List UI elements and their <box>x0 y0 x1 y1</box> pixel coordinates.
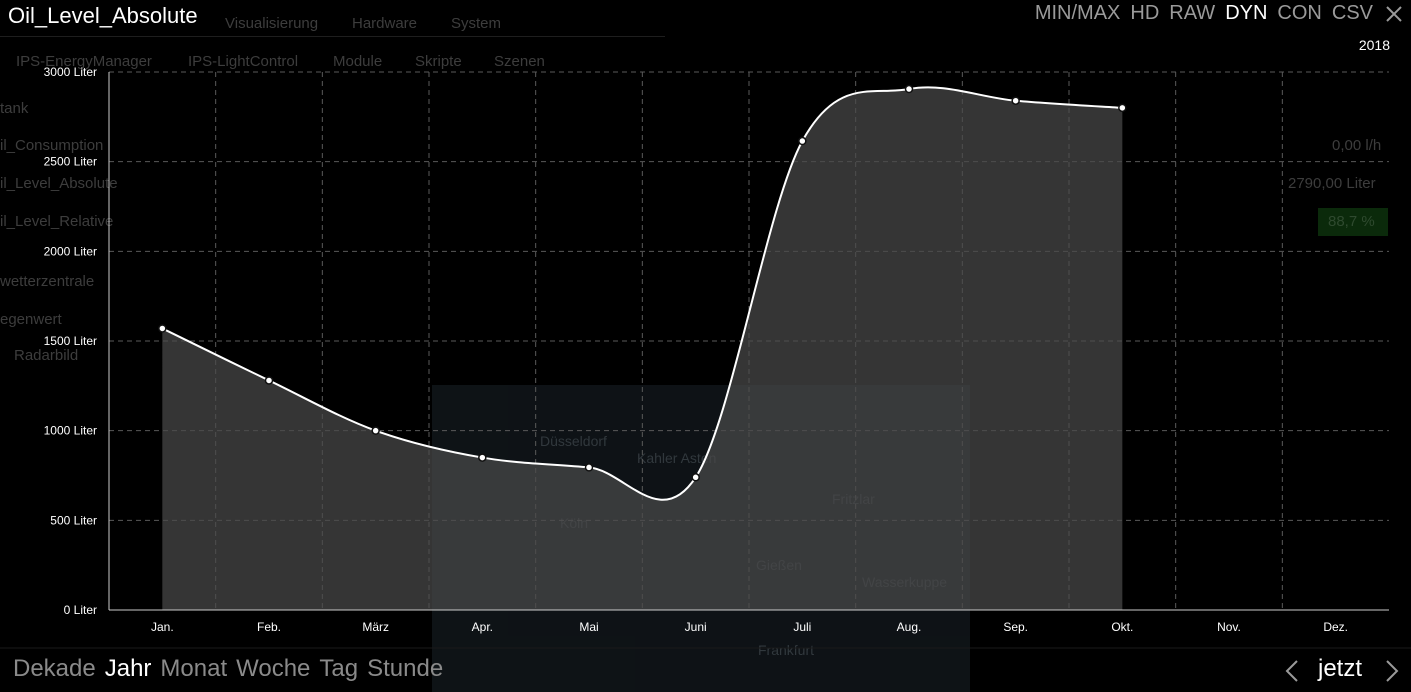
view-mode-minmax[interactable]: MIN/MAX <box>1034 2 1121 24</box>
series-area <box>162 87 1123 610</box>
x-tick-label: Feb. <box>257 620 281 634</box>
view-mode-con[interactable]: CON <box>1277 2 1322 24</box>
range-decade[interactable]: Dekade <box>13 655 96 682</box>
x-tick-label: März <box>362 620 389 634</box>
x-tick-label: Mai <box>579 620 598 634</box>
x-tick-label: Okt. <box>1111 620 1133 634</box>
x-tick-label: Jan. <box>151 620 174 634</box>
y-tick-label: 1500 Liter <box>44 334 97 348</box>
time-range-nav: Dekade Jahr Monat Woche Tag Stunde <box>13 655 443 683</box>
data-point <box>264 376 274 385</box>
view-mode-raw[interactable]: RAW <box>1169 2 1216 24</box>
period-label: 2018 <box>1358 37 1390 53</box>
chevron-left-icon[interactable] <box>1283 658 1301 684</box>
view-mode-hd[interactable]: HD <box>1130 2 1160 24</box>
range-year[interactable]: Jahr <box>104 655 152 682</box>
y-tick-label: 2500 Liter <box>44 155 97 169</box>
y-tick-label: 500 Liter <box>50 513 97 527</box>
series-line <box>161 86 1123 501</box>
view-mode-dyn[interactable]: DYN <box>1225 2 1268 24</box>
y-tick-label: 1000 Liter <box>44 424 97 438</box>
data-point <box>691 473 700 482</box>
x-tick-label: Aug. <box>897 620 922 634</box>
x-tick-label: Dez. <box>1323 620 1348 634</box>
data-point <box>584 463 594 472</box>
now-button[interactable]: jetzt <box>1318 655 1363 682</box>
data-point <box>478 453 487 462</box>
data-point <box>1118 103 1127 113</box>
x-tick-label: Juli <box>793 620 811 634</box>
range-month[interactable]: Monat <box>160 655 228 682</box>
data-point <box>798 136 807 146</box>
x-tick-label: Nov. <box>1217 620 1241 634</box>
range-week[interactable]: Woche <box>236 655 311 682</box>
view-mode-menu: MIN/MAX HD RAW DYN CON CSV <box>1035 2 1373 25</box>
x-tick-label: Sep. <box>1003 620 1028 634</box>
close-icon[interactable] <box>1384 4 1404 24</box>
data-point <box>1011 96 1020 105</box>
range-day[interactable]: Tag <box>319 655 359 682</box>
data-point <box>371 426 380 435</box>
data-point <box>158 324 167 333</box>
view-mode-csv[interactable]: CSV <box>1331 2 1373 24</box>
chevron-right-icon[interactable] <box>1383 658 1401 684</box>
y-tick-label: 3000 Liter <box>44 65 97 79</box>
x-tick-label: Juni <box>685 620 707 634</box>
y-tick-label: 2000 Liter <box>44 244 97 258</box>
data-point <box>904 84 914 94</box>
chart-title: Oil_Level_Absolute <box>8 3 198 28</box>
x-tick-label: Apr. <box>472 620 493 634</box>
y-tick-label: 0 Liter <box>64 603 97 617</box>
range-hour[interactable]: Stunde <box>367 655 444 682</box>
